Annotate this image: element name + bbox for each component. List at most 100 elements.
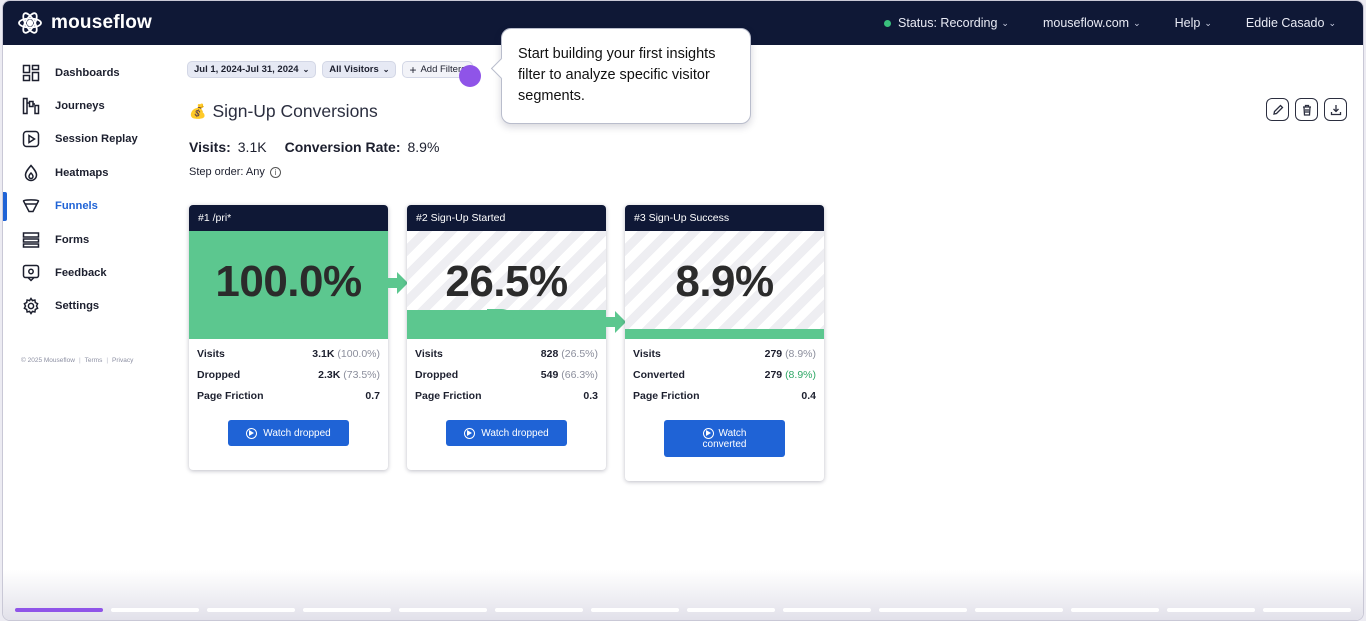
user-menu[interactable]: Eddie Casado ⌄: [1229, 16, 1353, 30]
drop-arrow-icon: [269, 309, 304, 339]
progress-segment[interactable]: [1071, 608, 1159, 612]
stat-row-visits: Visits 828 (26.5%): [415, 343, 598, 364]
funnel-actions: [1266, 98, 1347, 121]
chevron-down-icon: ⌄: [302, 65, 310, 74]
mouseflow-logo-icon: [18, 12, 42, 34]
stat-percent: (100.0%): [337, 347, 380, 360]
page-title: 💰 Sign-Up Conversions: [189, 101, 378, 122]
step-fill-bar: [625, 329, 824, 339]
download-icon: [1330, 104, 1341, 115]
step-arrow-icon: [606, 311, 626, 333]
progress-segment[interactable]: [1263, 608, 1351, 612]
watch-dropped-button[interactable]: Watch dropped: [446, 420, 567, 446]
app-name: mouseflow: [51, 12, 153, 33]
stat-label: Visits: [633, 347, 661, 360]
step-stats: Visits 3.1K (100.0%) Dropped 2.3K (73.5%…: [189, 339, 388, 406]
delete-button[interactable]: [1295, 98, 1318, 121]
conversion-value: 8.9%: [407, 139, 440, 155]
logo[interactable]: mouseflow: [17, 10, 152, 36]
help-label: Help: [1174, 16, 1201, 30]
sidebar-item-settings[interactable]: Settings: [3, 290, 163, 323]
divider: |: [106, 357, 109, 364]
sidebar-item-journeys[interactable]: Journeys: [3, 89, 163, 122]
help-menu[interactable]: Help ⌄: [1158, 16, 1229, 30]
website-menu[interactable]: mouseflow.com ⌄: [1026, 16, 1158, 30]
date-range-select[interactable]: Jul 1, 2024-Jul 31, 2024 ⌄: [187, 61, 317, 78]
drop-arrow-icon: [487, 309, 522, 339]
sidebar-item-dashboards[interactable]: Dashboards: [3, 56, 163, 89]
stat-number: 279: [764, 368, 783, 381]
bottom-fade: [3, 570, 1363, 620]
progress-segment[interactable]: [303, 608, 391, 612]
watch-label: Watch dropped: [481, 427, 549, 439]
play-icon: [246, 427, 258, 439]
progress-segment[interactable]: [15, 608, 103, 612]
funnel-step-card: #2 Sign-Up Started 26.5% Visits 828 (26.…: [407, 205, 606, 470]
sidebar-item-heatmaps[interactable]: Heatmaps: [3, 156, 163, 189]
segment-value: All Visitors: [329, 64, 379, 75]
edit-button[interactable]: [1266, 98, 1289, 121]
conversion-label: Conversion Rate:: [284, 139, 401, 155]
stat-percent: (8.9%): [785, 368, 816, 381]
info-icon[interactable]: i: [269, 166, 281, 178]
stat-row-dropped: Dropped 549 (66.3%): [415, 364, 598, 385]
progress-segment[interactable]: [879, 608, 967, 612]
step-header: #2 Sign-Up Started: [407, 205, 606, 231]
add-filters-label: Add Filters: [420, 64, 466, 75]
step-header: #1 /pri*: [189, 205, 388, 231]
sidebar-item-session-replay[interactable]: Session Replay: [3, 123, 163, 156]
stat-label: Dropped: [197, 368, 241, 381]
funnel-metrics: Visits: 3.1K Conversion Rate: 8.9%: [189, 139, 457, 155]
step-stats: Visits 279 (8.9%) Converted 279 (8.9%) P…: [625, 339, 824, 406]
stat-label: Visits: [415, 347, 443, 360]
progress-segment[interactable]: [1167, 608, 1255, 612]
filter-bar: Jul 1, 2024-Jul 31, 2024 ⌄ All Visitors …: [187, 61, 473, 78]
stat-label: Visits: [197, 347, 225, 360]
sidebar-item-label: Session Replay: [55, 133, 138, 146]
sidebar-item-label: Heatmaps: [55, 166, 109, 179]
recording-status-menu[interactable]: Status: Recording ⌄: [867, 16, 1026, 30]
chevron-down-icon: ⌄: [1328, 17, 1336, 28]
gear-icon: [22, 297, 40, 316]
stat-row-visits: Visits 279 (8.9%): [633, 343, 816, 364]
add-filters-button[interactable]: + Add Filters: [402, 61, 473, 78]
funnel-step-card: #3 Sign-Up Success 8.9% Visits 279 (8.9%…: [625, 205, 824, 481]
stat-row-friction: Page Friction 0.4: [633, 385, 816, 406]
chevron-down-icon: ⌄: [1204, 17, 1212, 28]
progress-segment[interactable]: [687, 608, 775, 612]
website-label: mouseflow.com: [1042, 16, 1130, 30]
sidebar-item-feedback[interactable]: Feedback: [3, 256, 163, 289]
segment-select[interactable]: All Visitors ⌄: [322, 61, 397, 78]
plus-icon: +: [409, 62, 417, 77]
progress-segment[interactable]: [399, 608, 487, 612]
download-button[interactable]: [1324, 98, 1347, 121]
watch-label: Watch dropped: [263, 427, 331, 439]
watch-converted-button[interactable]: Watch converted: [664, 420, 785, 457]
progress-segment[interactable]: [783, 608, 871, 612]
privacy-link[interactable]: Privacy: [112, 357, 134, 364]
stat-number: 828: [540, 347, 559, 360]
sidebar-item-label: Dashboards: [55, 66, 120, 79]
progress-segment[interactable]: [495, 608, 583, 612]
onboarding-tooltip: Start building your first insights filte…: [501, 28, 751, 124]
stat-percent: (66.3%): [561, 368, 598, 381]
visits-label: Visits:: [189, 139, 231, 155]
stat-number: 3.1K: [312, 347, 335, 360]
sidebar-item-funnels[interactable]: Funnels: [3, 190, 163, 223]
flame-icon: [22, 164, 40, 182]
dashboard-icon: [22, 64, 40, 82]
terms-link[interactable]: Terms: [84, 357, 103, 364]
step-percent: 8.9%: [675, 257, 774, 306]
progress-segment[interactable]: [591, 608, 679, 612]
stat-number: 549: [540, 368, 559, 381]
stat-percent: (73.5%): [343, 368, 380, 381]
watch-dropped-button[interactable]: Watch dropped: [228, 420, 349, 446]
stat-percent: (8.9%): [785, 347, 816, 360]
progress-segment[interactable]: [207, 608, 295, 612]
funnel-step-card: #1 /pri* 100.0% Visits 3.1K (100.0%) Dro…: [189, 205, 388, 470]
sidebar-item-forms[interactable]: Forms: [3, 223, 163, 256]
progress-segment[interactable]: [975, 608, 1063, 612]
step-stats: Visits 828 (26.5%) Dropped 549 (66.3%) P…: [407, 339, 606, 406]
progress-segment[interactable]: [111, 608, 199, 612]
trash-icon: [1302, 104, 1311, 116]
